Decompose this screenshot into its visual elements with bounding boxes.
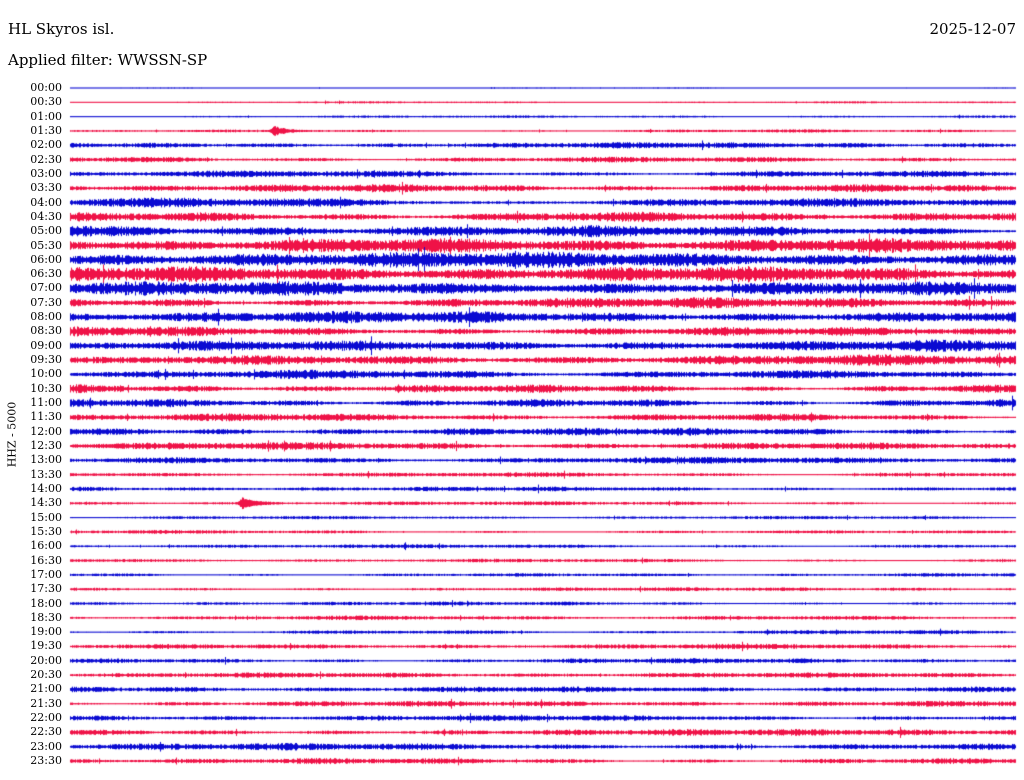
helicorder-canvas — [0, 0, 1024, 780]
helicorder-page: HL Skyros isl. 2025-12-07 Applied filter… — [0, 0, 1024, 780]
